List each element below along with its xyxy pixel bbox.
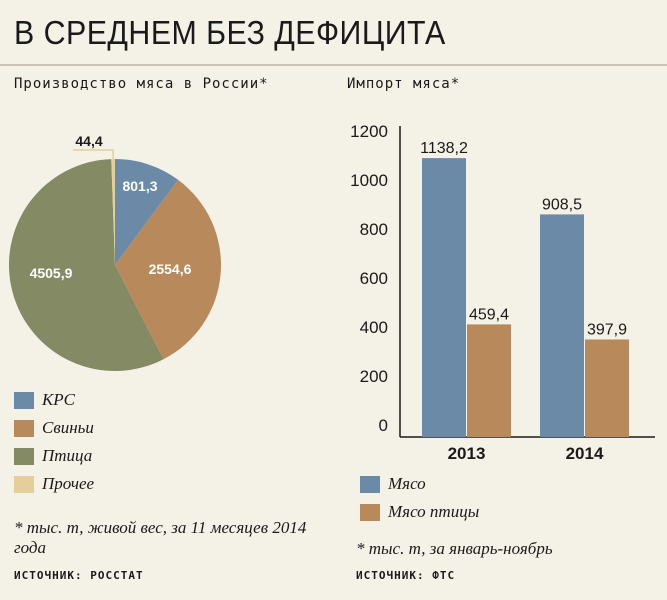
legend-label-poultry: Птица — [42, 446, 93, 465]
bar-meat-2014 — [540, 214, 584, 437]
legend-item-other: Прочее — [14, 474, 94, 494]
legend-label-krs: КРС — [42, 390, 76, 409]
legend-label-poultry-meat: Мясо птицы — [388, 502, 480, 521]
legend-item-pigs: Свиньи — [14, 418, 94, 438]
pie-footnote: * тыс. т, живой вес, за 11 месяцев 2014 … — [14, 518, 307, 557]
pie-slice-krs — [115, 159, 179, 265]
y-tick-label-1000: 1000 — [350, 171, 388, 190]
bar-value-label-poultry-meat-2013: 459,4 — [469, 306, 509, 323]
legend-label-meat: Мясо — [388, 474, 426, 493]
legend-swatch-pigs — [14, 419, 34, 437]
pie-label-poultry: 4505,9 — [30, 265, 73, 281]
bar-meat-2013 — [422, 158, 466, 437]
title-divider — [0, 64, 667, 66]
pie-label-other: 44,4 — [75, 133, 102, 149]
legend-swatch-other — [14, 475, 34, 493]
legend-swatch-poultry-meat — [360, 503, 380, 521]
bar-source: ИСТОЧНИК: ФТС — [356, 569, 456, 582]
legend-item-krs: КРС — [14, 390, 94, 410]
legend-label-pigs: Свиньи — [42, 418, 94, 437]
legend-swatch-meat — [360, 475, 380, 493]
legend-swatch-poultry — [14, 447, 34, 465]
legend-item-poultry: Птица — [14, 446, 94, 466]
x-tick-label-2014: 2014 — [566, 444, 604, 463]
pie-slice-other — [111, 159, 115, 265]
bar-value-label-meat-2014: 908,5 — [542, 196, 582, 213]
pie-source: ИСТОЧНИК: РОССТАТ — [14, 569, 144, 582]
pie-leader-line-other — [73, 149, 114, 159]
x-tick-label-2013: 2013 — [448, 444, 486, 463]
pie-label-pigs: 2554,6 — [149, 261, 192, 277]
y-tick-label-1200: 1200 — [350, 122, 388, 141]
bar-footnote: * тыс. т, за январь-ноябрь — [356, 539, 553, 558]
y-tick-label-0: 0 — [379, 416, 388, 435]
y-tick-label-600: 600 — [360, 269, 388, 288]
pie-legend: КРС Свиньи Птица Прочее — [14, 390, 94, 494]
bar-poultry-meat-2014 — [585, 339, 629, 437]
bar-value-label-meat-2013: 1138,2 — [420, 140, 468, 157]
bar-value-label-poultry-meat-2014: 397,9 — [587, 322, 627, 339]
legend-item-meat: Мясо — [360, 474, 479, 494]
pie-label-krs: 801,3 — [122, 178, 157, 194]
bar-chart-title: Импорт мяса* — [347, 76, 461, 92]
y-tick-label-200: 200 — [360, 367, 388, 386]
pie-chart-title: Производство мяса в России* — [14, 76, 269, 92]
legend-item-poultry-meat: Мясо птицы — [360, 502, 479, 522]
y-tick-label-400: 400 — [360, 318, 388, 337]
pie-slice-poultry — [8, 159, 164, 372]
bar-poultry-meat-2013 — [467, 324, 511, 437]
y-tick-label-800: 800 — [360, 220, 388, 239]
bar-legend: Мясо Мясо птицы — [360, 474, 479, 522]
pie-slice-pigs — [115, 179, 221, 360]
legend-label-other: Прочее — [42, 474, 95, 493]
legend-swatch-krs — [14, 391, 34, 409]
page-title: В СРЕДНЕМ БЕЗ ДЕФИЦИТА — [14, 14, 446, 51]
